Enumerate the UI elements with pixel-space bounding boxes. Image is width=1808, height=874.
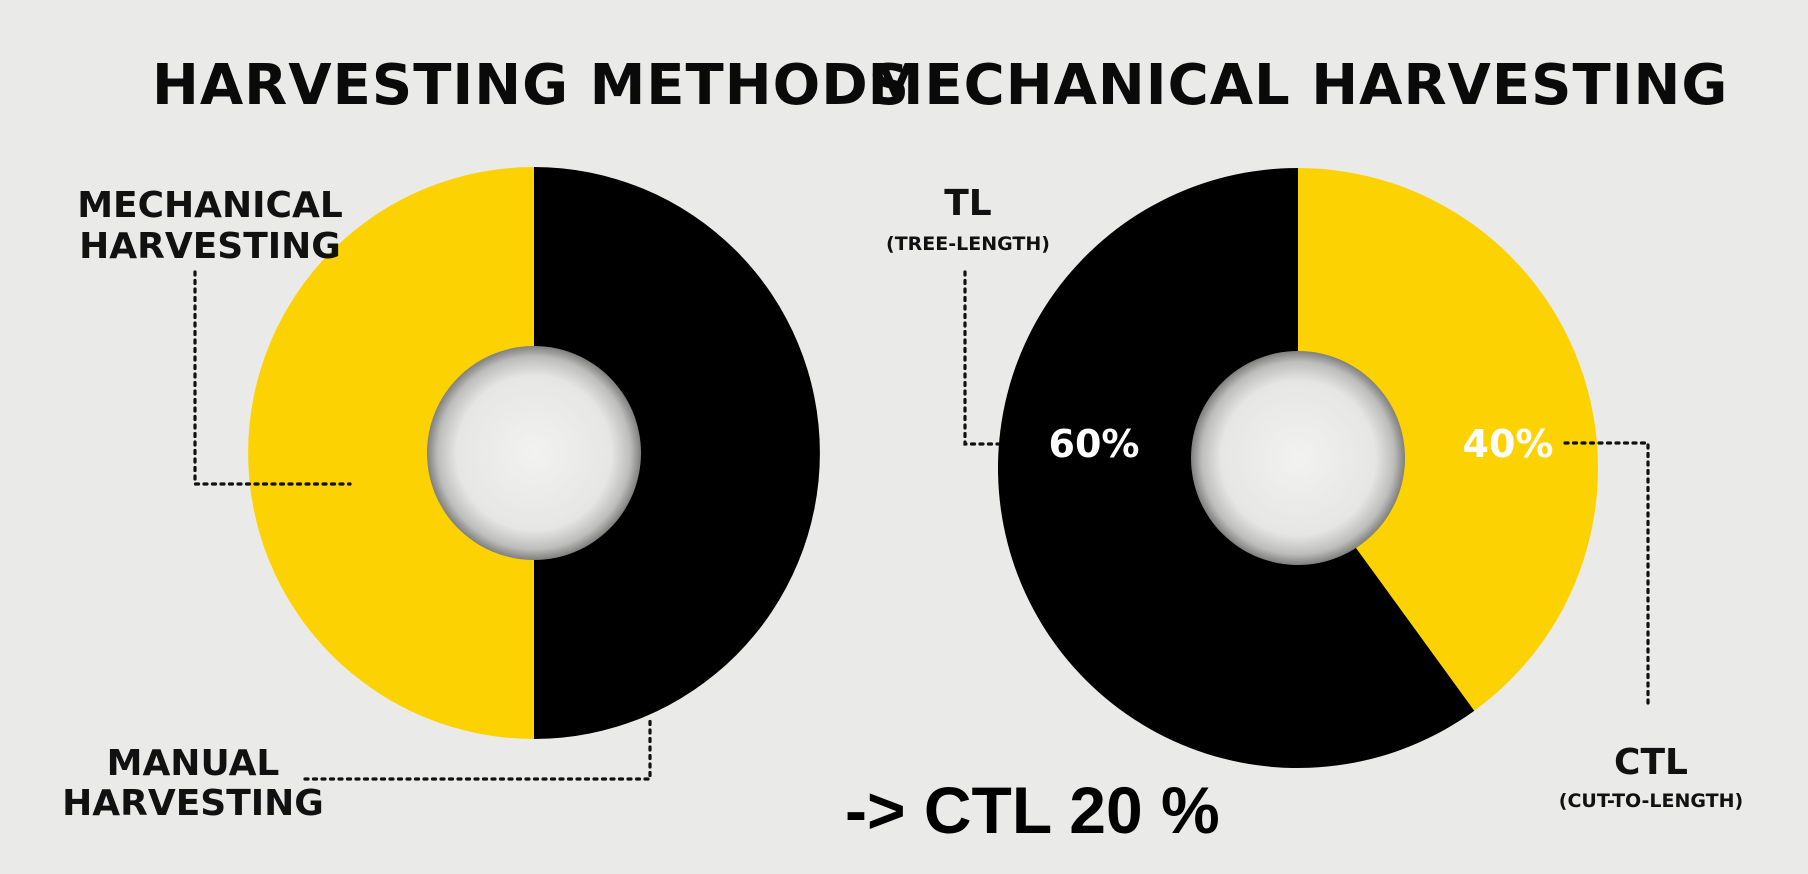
chart1-donut xyxy=(248,167,820,739)
ctl-label: CTL xyxy=(1614,742,1688,783)
chart2-hole xyxy=(1191,351,1405,565)
mechanical-leader-line xyxy=(193,270,352,486)
mechanical-label-line1: MECHANICAL xyxy=(77,185,343,226)
ctl-sublabel: (CUT-TO-LENGTH) xyxy=(1559,790,1743,812)
mechanical-label-line2: HARVESTING xyxy=(79,226,341,267)
chart1-hole xyxy=(427,346,641,560)
manual-label-line2: HARVESTING xyxy=(62,783,324,824)
chart1-slice-0 xyxy=(248,167,534,739)
tl-percent-label: 60% xyxy=(1049,422,1140,466)
manual-leader-line xyxy=(303,714,652,781)
manual-label-line1: MANUAL xyxy=(107,743,280,784)
chart2-title: MECHANICAL HARVESTING xyxy=(868,53,1729,118)
tl-leader-line xyxy=(963,270,1000,446)
tl-label: TL xyxy=(944,183,992,224)
ctl-note: -> CTL 20 % xyxy=(845,773,1220,847)
chart1-slice-1 xyxy=(534,167,820,739)
ctl-leader-line xyxy=(1563,441,1650,706)
tl-sublabel: (TREE-LENGTH) xyxy=(886,233,1050,255)
chart2-slice-1 xyxy=(1298,168,1598,711)
ctl-percent-label: 40% xyxy=(1463,422,1554,466)
chart1-title: HARVESTING METHODS xyxy=(152,53,910,118)
